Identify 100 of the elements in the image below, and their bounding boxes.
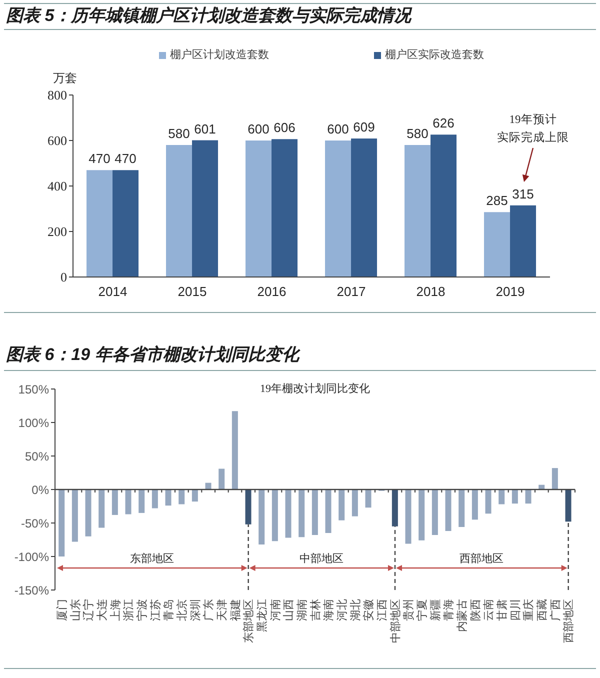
x-tick-label: 宁夏	[416, 599, 429, 621]
x-tick-label: 海南	[322, 599, 336, 621]
bar	[445, 490, 452, 532]
legend-label: 棚户区计划改造套数	[170, 48, 269, 63]
data-label: 285	[486, 193, 508, 208]
bar	[165, 490, 172, 506]
bar	[232, 411, 238, 490]
chart-subtitle: 19年棚改计划同比变化	[259, 382, 371, 397]
x-tick-label: 广东	[202, 599, 216, 621]
legend-label: 棚户区实际改造套数	[385, 48, 484, 63]
x-tick-label: 福建	[228, 599, 242, 621]
bar	[298, 490, 305, 538]
y-axis-title: 万套	[52, 70, 78, 86]
x-tick-label: 山西	[282, 599, 296, 621]
y-tick-label: 50%	[24, 449, 50, 464]
y-tick-label: -150%	[14, 583, 50, 598]
bar	[512, 490, 518, 504]
data-label: 601	[194, 121, 216, 136]
bar	[525, 490, 532, 504]
annotation: 东部地区	[130, 552, 174, 565]
annotation: 西部地区	[460, 552, 504, 565]
data-label: 470	[114, 151, 136, 166]
bar	[245, 490, 252, 524]
bar	[258, 490, 265, 544]
bar	[325, 490, 332, 534]
bar	[392, 490, 398, 526]
x-tick-label: 河南	[268, 599, 282, 621]
bar	[365, 490, 372, 508]
data-label: 600	[248, 122, 270, 136]
y-tick-label: -50%	[20, 516, 50, 530]
y-tick-label: 200	[48, 224, 67, 240]
bar	[125, 490, 132, 514]
x-tick-label: 青岛	[162, 599, 176, 621]
x-tick-label: 黑龙江	[256, 599, 269, 632]
chart-title: 图表 6：19 年各省市棚改计划同比变化	[6, 344, 299, 366]
x-tick-label: 安徽	[362, 599, 376, 621]
x-tick-label: 大连	[96, 599, 109, 621]
bar	[430, 134, 457, 277]
bar	[458, 490, 465, 528]
bar	[484, 212, 510, 277]
x-tick-label: 陕西	[470, 599, 482, 621]
x-tick-label: 厦门	[56, 599, 69, 621]
bar	[192, 140, 218, 277]
x-tick-label: 江苏	[148, 599, 162, 621]
bar	[404, 145, 431, 277]
bar	[98, 490, 105, 528]
y-tick-label: 150%	[18, 382, 50, 396]
data-label: 606	[274, 120, 296, 136]
x-tick-label: 浙江	[122, 599, 136, 621]
y-tick-label: 400	[48, 178, 67, 194]
bar	[552, 468, 558, 490]
bar	[112, 490, 118, 515]
x-tick-label: 湖北	[348, 599, 362, 621]
x-tick-label: 上海	[108, 599, 122, 621]
bar	[510, 205, 536, 277]
data-label: 580	[168, 126, 190, 142]
x-tick-label: 贵州	[402, 599, 416, 621]
bar	[418, 490, 425, 540]
x-tick-label: 山东	[68, 599, 82, 621]
x-tick-label: 中部地区	[388, 599, 402, 643]
y-tick-label: 0%	[32, 482, 50, 497]
bar	[58, 490, 65, 556]
bar	[178, 490, 185, 504]
bar	[152, 490, 158, 508]
x-tick-label: 西藏	[536, 599, 549, 621]
data-label: 600	[327, 122, 349, 136]
bar	[472, 490, 478, 520]
bar	[192, 490, 198, 502]
x-tick-label: 北京	[176, 599, 189, 621]
bar	[498, 490, 505, 504]
x-tick-label: 广西	[548, 599, 562, 621]
x-tick-label: 深圳	[188, 599, 202, 621]
bar	[272, 139, 298, 277]
annotation: 中部地区	[300, 552, 344, 565]
y-tick-label: 800	[48, 88, 67, 103]
bar	[285, 490, 292, 538]
bar	[112, 170, 139, 277]
x-tick-label: 宁波	[136, 599, 149, 621]
bar	[312, 490, 318, 536]
x-tick-label: 2018	[416, 284, 446, 300]
x-tick-label: 西部地区	[562, 599, 576, 643]
x-tick-label: 2014	[98, 284, 128, 300]
bar	[338, 490, 345, 520]
bar	[485, 490, 492, 514]
bar	[272, 490, 278, 542]
bar	[218, 468, 225, 490]
bar	[351, 138, 378, 277]
data-label: 315	[512, 186, 534, 202]
x-tick-label: 辽宁	[82, 599, 96, 621]
x-tick-label: 2016	[257, 284, 286, 300]
x-tick-label: 湖南	[296, 599, 309, 621]
y-tick-label: 600	[48, 133, 67, 148]
data-label: 626	[432, 116, 454, 131]
x-tick-label: 河北	[336, 599, 349, 621]
y-tick-label: 0	[60, 270, 67, 285]
x-tick-label: 2015	[178, 284, 207, 300]
bar	[432, 490, 438, 536]
data-label: 609	[353, 119, 375, 134]
x-tick-label: 江西	[376, 599, 389, 621]
bar	[86, 170, 113, 277]
